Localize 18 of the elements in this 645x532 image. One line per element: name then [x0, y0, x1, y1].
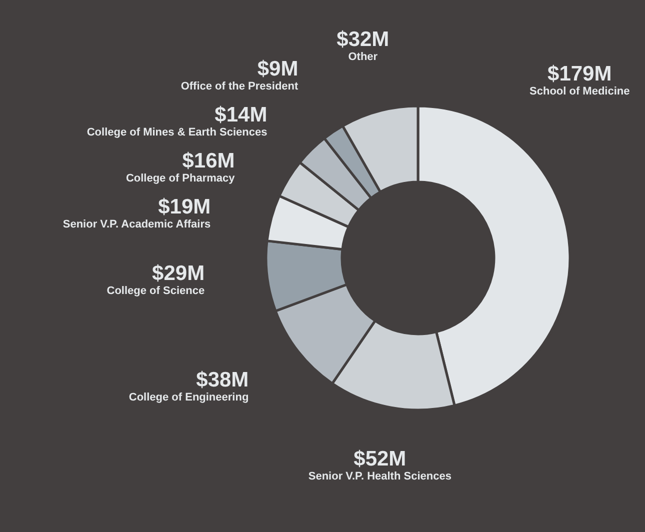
- slice-label: College of Pharmacy: [126, 172, 236, 184]
- data-label: $29M: [152, 262, 205, 286]
- slice-label: College of Science: [106, 285, 205, 298]
- slice-label: College of Mines & Earth Sciences: [86, 126, 268, 138]
- slice-label: College of Engineering: [128, 391, 249, 404]
- slice-label: Senior V.P. Health Sciences: [308, 470, 452, 483]
- data-label: $14M: [214, 103, 268, 126]
- data-label: $16M: [182, 149, 235, 172]
- slice-label: Senior V.P. Academic Affairs: [62, 218, 211, 230]
- slice-label: Other: [348, 51, 378, 64]
- slice-label: Office of the President: [180, 80, 299, 92]
- data-label: $52M: [354, 448, 406, 471]
- slice-label: School of Medicine: [530, 86, 630, 98]
- data-label: $32M: [336, 28, 390, 52]
- data-label: $179M: [548, 62, 612, 86]
- data-label: $19M: [158, 195, 211, 218]
- data-label: $38M: [196, 368, 249, 392]
- data-label: $9M: [257, 57, 298, 80]
